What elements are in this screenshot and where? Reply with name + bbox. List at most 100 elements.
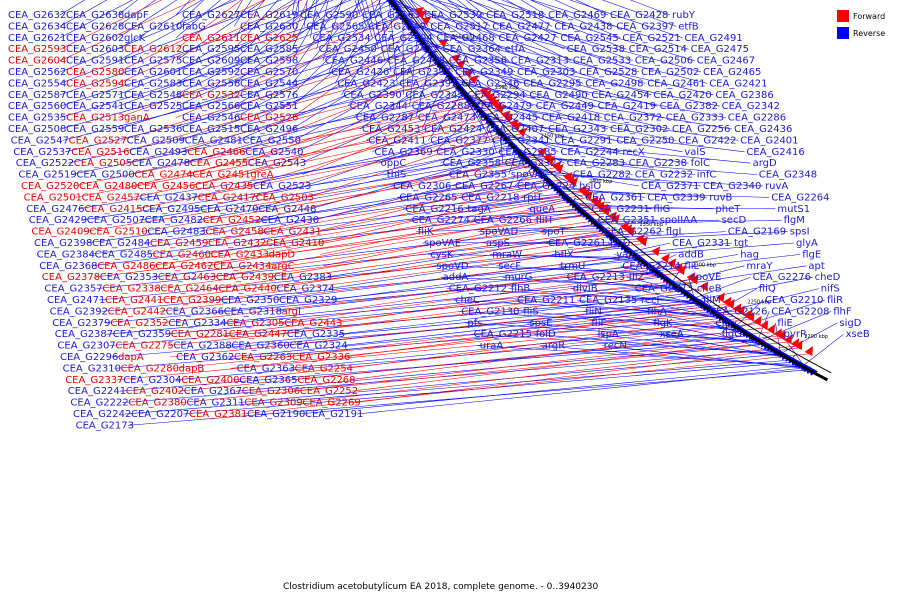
forward-gene-arrow bbox=[469, 75, 479, 85]
gene-label: CEA_G2576 bbox=[240, 90, 298, 101]
gene-label: CEA_G2451 bbox=[192, 170, 250, 181]
gene-label: CEA_G2353 bbox=[100, 272, 158, 283]
gene-label: CEA_G2361 bbox=[585, 192, 643, 203]
gene-label: CEA_G2362 bbox=[176, 352, 234, 363]
connector-line bbox=[59, 0, 196, 61]
connector-line bbox=[446, 144, 516, 175]
gene-label: CEA_G2526 bbox=[240, 113, 298, 124]
gene-label: CEA_G2280 bbox=[121, 363, 179, 374]
connector-line bbox=[457, 0, 491, 27]
connector-line bbox=[372, 105, 479, 153]
connector-line bbox=[136, 133, 521, 210]
gene-label: CEA_G2435 bbox=[195, 181, 253, 192]
gene-label: CEA_G2491 bbox=[684, 33, 742, 44]
connector-line bbox=[104, 271, 661, 324]
gene-label: CEA_G2502 bbox=[641, 67, 699, 78]
gene-label: CEA_G2333 bbox=[666, 113, 724, 124]
connector-line bbox=[700, 299, 735, 324]
connector-line bbox=[310, 0, 318, 38]
gene-label: CEA_G2368 bbox=[39, 261, 97, 272]
connector-line bbox=[141, 162, 549, 232]
gene-label: CEA_G2603 bbox=[66, 44, 124, 55]
connector-line bbox=[351, 337, 781, 392]
gene-label: mraY bbox=[746, 261, 773, 272]
connector-line bbox=[154, 228, 624, 289]
connector-line bbox=[617, 231, 726, 238]
gene-label: spoVE bbox=[691, 272, 722, 283]
gene-label: addB bbox=[678, 249, 704, 260]
connector-line bbox=[78, 138, 510, 210]
connector-line bbox=[469, 0, 565, 50]
connector-line bbox=[119, 339, 762, 392]
connector-line bbox=[716, 288, 757, 312]
gene-label: CEA_G2214 bbox=[622, 261, 680, 272]
connector-line bbox=[394, 0, 584, 84]
gene-label: CEA_G2433 bbox=[211, 249, 269, 260]
connector-line bbox=[72, 101, 491, 187]
gene-label: CEA_G2367 bbox=[184, 386, 242, 397]
connector-line bbox=[259, 181, 570, 244]
gene-label: CEA_G2418 bbox=[542, 113, 600, 124]
gene-label: CEA_G2324 bbox=[289, 341, 347, 352]
forward-gene-arrow bbox=[487, 95, 498, 106]
gene-label: CEA_G2446 bbox=[325, 56, 383, 67]
connector-line bbox=[476, 102, 739, 141]
gene-label: CEA_G2374 bbox=[276, 284, 334, 295]
legend-reverse-swatch bbox=[837, 27, 849, 39]
gene-label: CEA_G2540 bbox=[245, 147, 303, 158]
gene-label: CEA_G2541 bbox=[66, 101, 124, 112]
gene-label: CEA_G2480 bbox=[79, 181, 137, 192]
gene-label: CEA_G2602 bbox=[66, 33, 124, 44]
gene-label: CEA_G2342 bbox=[722, 101, 780, 112]
gene-label: CEA_G2445 bbox=[480, 113, 538, 124]
connector-line bbox=[409, 31, 419, 107]
gene-label: CEA_G2456 bbox=[137, 181, 195, 192]
gene-label: CEA_G2276 bbox=[753, 272, 811, 283]
connector-line bbox=[545, 174, 764, 187]
gene-label: etfB bbox=[678, 21, 699, 32]
connector-line bbox=[169, 299, 720, 358]
gene-label: ruvB bbox=[709, 192, 732, 203]
connector-line bbox=[421, 37, 534, 107]
connector-line bbox=[349, 327, 764, 381]
connector-line bbox=[552, 254, 648, 263]
gene-label: CEA_G2365 bbox=[239, 375, 297, 386]
connector-line bbox=[338, 292, 691, 335]
gene-label: CEA_G2222 bbox=[70, 398, 128, 409]
connector-line bbox=[175, 0, 367, 96]
gene-label: CEA_G2428 bbox=[610, 10, 668, 21]
connector-line bbox=[291, 0, 343, 73]
gene-label: efp bbox=[715, 318, 731, 329]
gene-label: aspS bbox=[486, 238, 510, 249]
gene-label: spsI bbox=[790, 227, 810, 238]
forward-gene-arrow bbox=[568, 177, 579, 188]
gene-label: CEA_G2366 bbox=[166, 306, 224, 317]
gene-label: CEA_G2543 bbox=[248, 158, 306, 169]
gene-label: CEA_G2534 bbox=[312, 33, 370, 44]
connector-line bbox=[447, 0, 497, 39]
gene-label: spoVAD bbox=[480, 227, 519, 238]
gene-label: CEA_G2518 bbox=[486, 10, 544, 21]
connector-line bbox=[656, 254, 739, 269]
gene-label: flgK bbox=[653, 318, 673, 329]
gene-label: uraA bbox=[480, 341, 504, 352]
gene-label: CEA_G2266 bbox=[474, 215, 532, 226]
connector-line bbox=[558, 265, 668, 278]
connector-line bbox=[124, 359, 797, 415]
gene-label: CEA_G2611 bbox=[182, 33, 240, 44]
gene-label: cysK bbox=[430, 249, 454, 260]
forward-gene-arrow bbox=[660, 253, 670, 264]
gene-label: xseB bbox=[846, 329, 870, 340]
connector-line bbox=[493, 121, 745, 153]
gene-label: flgG bbox=[722, 329, 742, 340]
connector-line bbox=[406, 17, 528, 96]
tick-label: 2550 kbp bbox=[452, 34, 476, 40]
gene-label: CEA_G2356 bbox=[449, 56, 507, 67]
forward-gene-arrow bbox=[759, 320, 769, 331]
gene-label: CEA_G2594 bbox=[66, 78, 124, 89]
gene-label: CEA_G2538 bbox=[567, 44, 625, 55]
gene-label: CEA_G2423 bbox=[337, 78, 395, 89]
connector-line bbox=[291, 0, 300, 27]
gene-label: CEA_G2265 bbox=[399, 192, 457, 203]
connector-line bbox=[117, 0, 203, 50]
